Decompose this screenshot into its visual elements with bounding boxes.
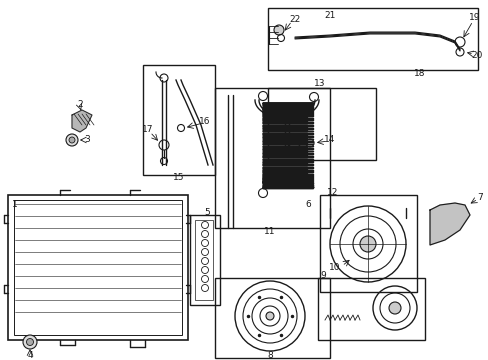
Bar (319, 195, 416, 292)
Bar (14, 200, 182, 335)
Text: 5: 5 (203, 208, 209, 217)
Text: 22: 22 (289, 15, 300, 24)
Circle shape (273, 25, 284, 35)
Text: 17: 17 (142, 126, 153, 135)
Circle shape (26, 338, 34, 346)
Bar (190, 215, 220, 305)
Bar (317, 278, 424, 340)
Text: 15: 15 (173, 174, 184, 183)
Circle shape (66, 134, 78, 146)
Circle shape (359, 236, 375, 252)
Polygon shape (72, 110, 92, 132)
Text: 8: 8 (266, 351, 272, 360)
Text: 18: 18 (413, 68, 425, 77)
Polygon shape (429, 203, 469, 245)
Text: 14: 14 (324, 135, 335, 144)
Text: 4: 4 (27, 351, 33, 360)
Bar (8, 195, 187, 340)
Text: 2: 2 (77, 100, 82, 109)
Text: 10: 10 (328, 264, 340, 273)
Bar (267, 8, 477, 70)
Circle shape (265, 312, 273, 320)
Text: 16: 16 (199, 117, 210, 126)
Text: 6: 6 (305, 201, 310, 210)
Bar (142, 65, 215, 175)
Text: 21: 21 (324, 10, 335, 19)
Bar (195, 220, 213, 300)
Bar (215, 88, 329, 228)
Circle shape (69, 137, 75, 143)
Text: 11: 11 (264, 228, 275, 237)
Text: 20: 20 (470, 50, 482, 59)
Bar (215, 278, 329, 358)
Circle shape (23, 335, 37, 349)
Text: 3: 3 (84, 135, 90, 144)
Text: 1: 1 (12, 201, 18, 210)
Text: 13: 13 (314, 80, 325, 89)
Text: 12: 12 (326, 189, 338, 198)
Bar (267, 88, 375, 160)
Text: 9: 9 (320, 271, 325, 280)
Text: 19: 19 (468, 13, 480, 22)
Text: 7: 7 (476, 193, 482, 202)
Circle shape (388, 302, 400, 314)
